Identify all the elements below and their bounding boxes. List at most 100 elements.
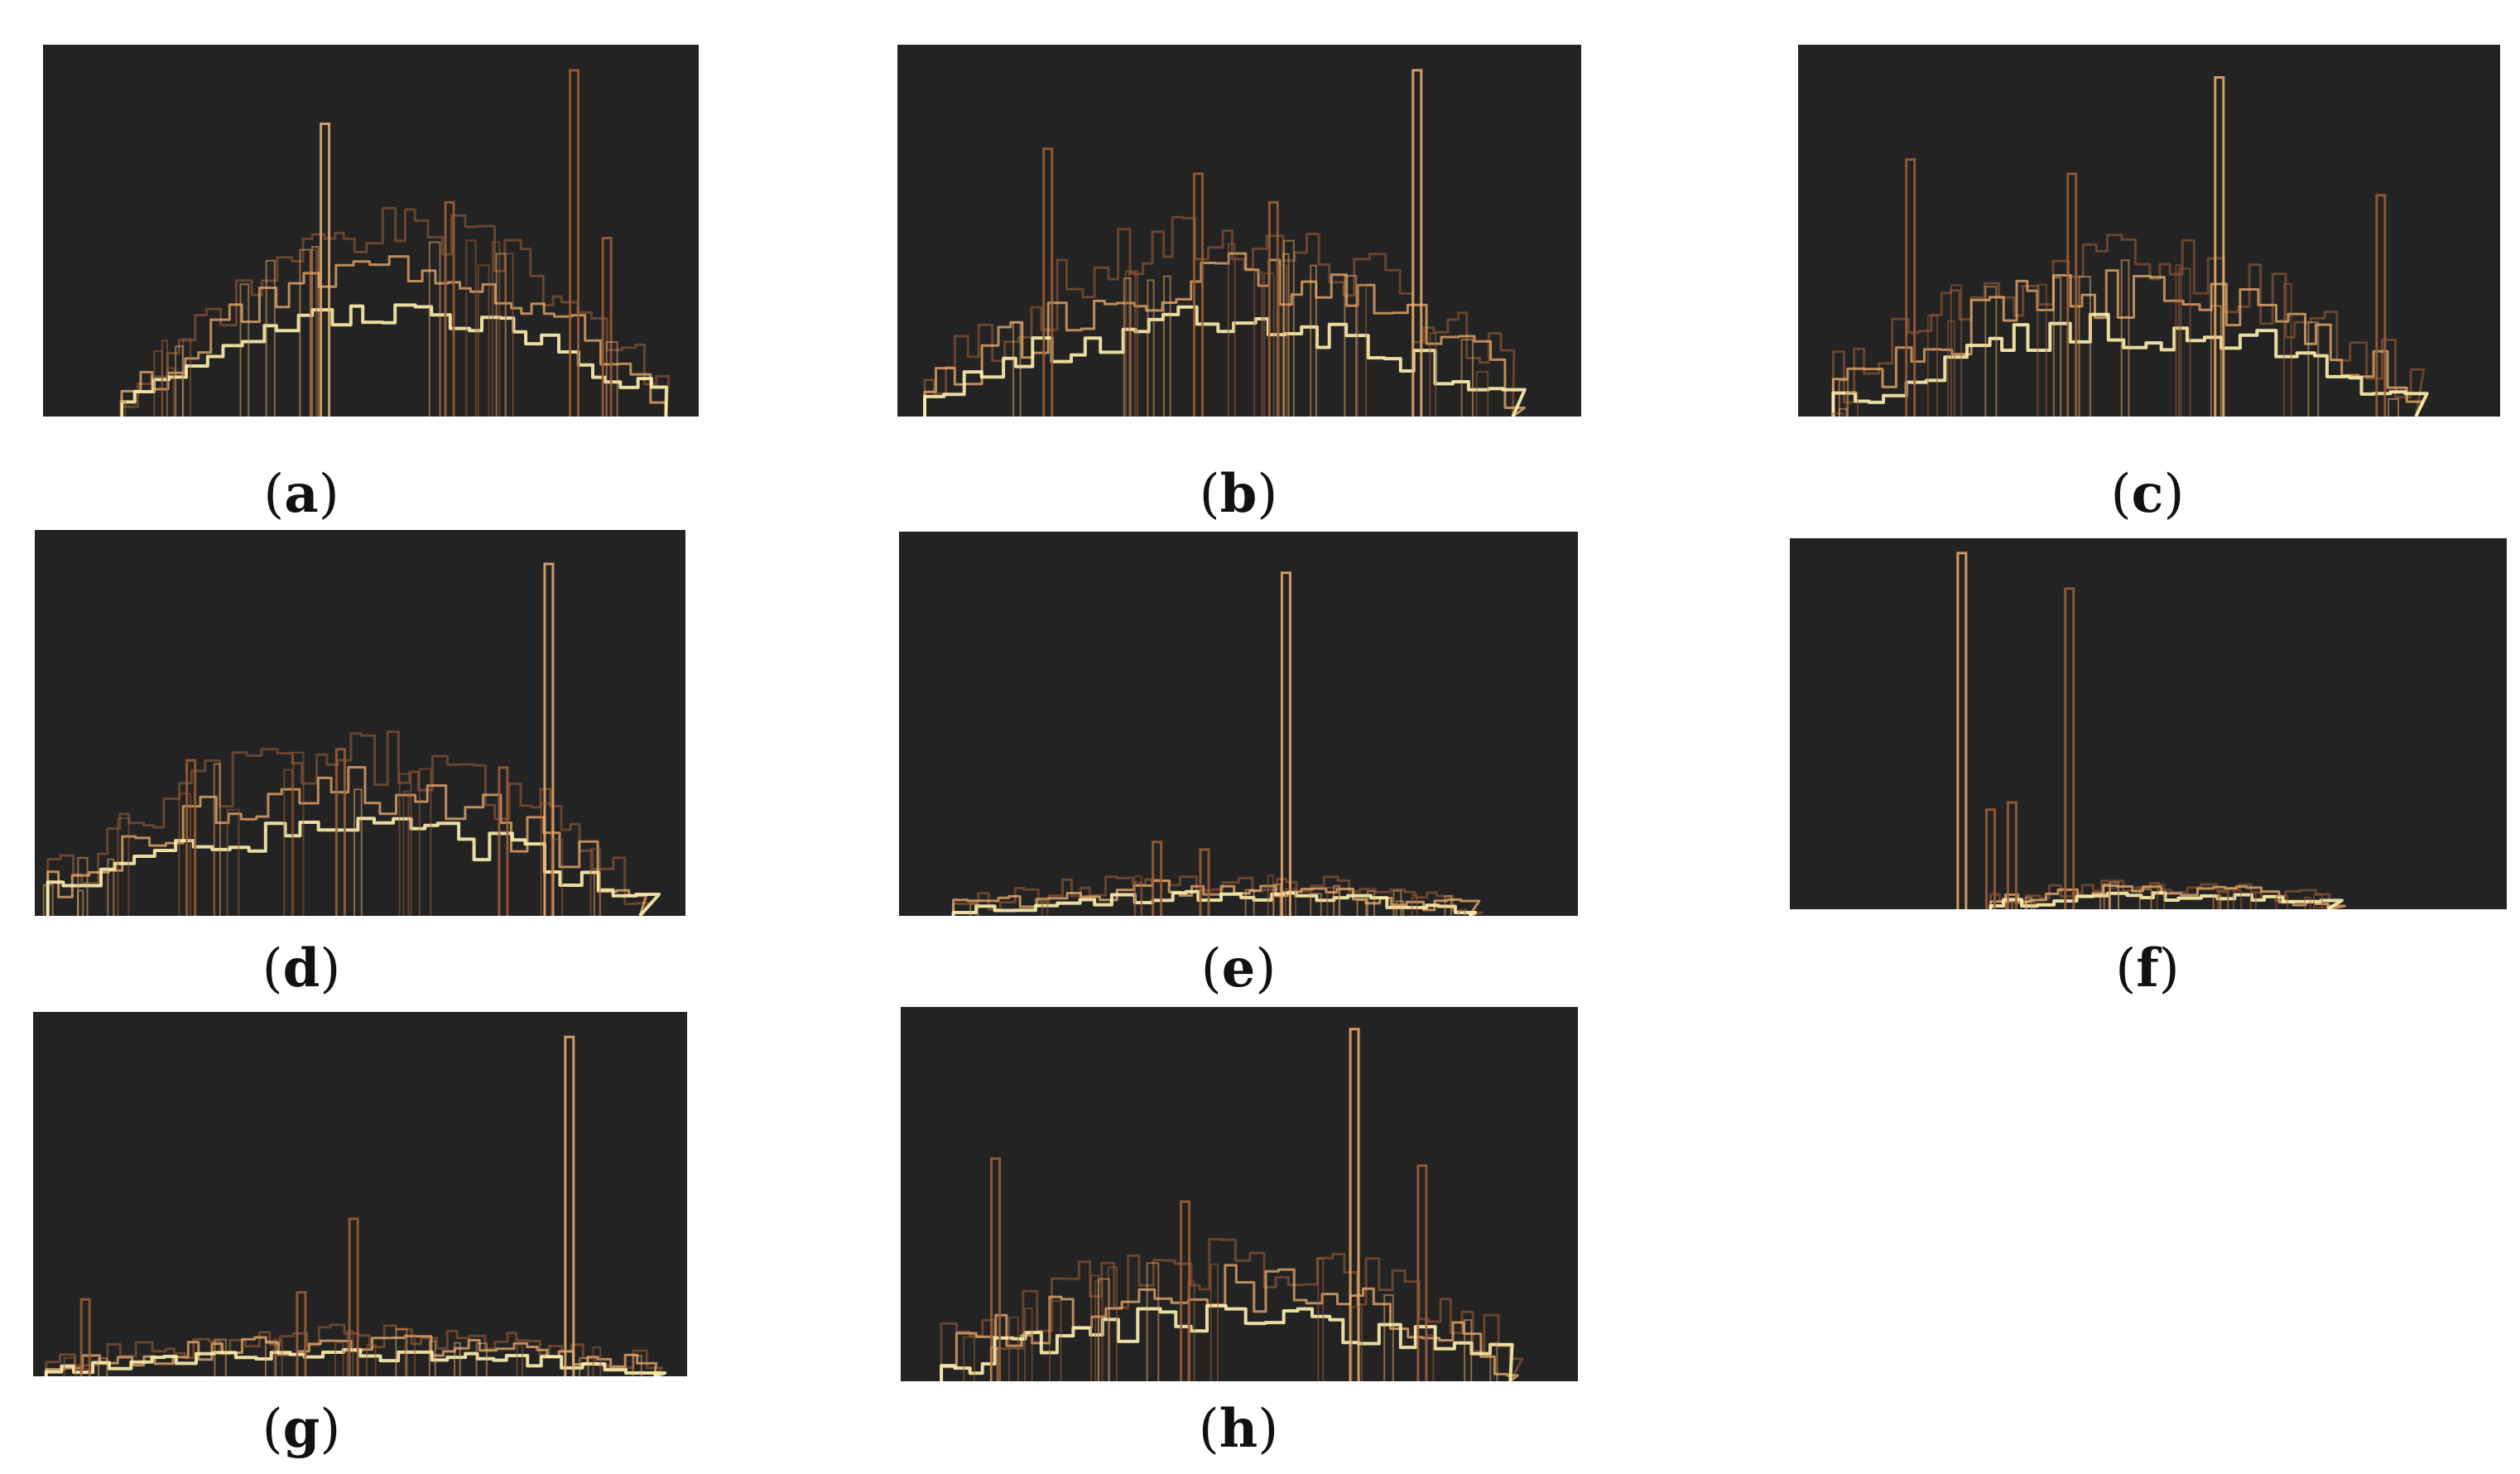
trace-spike: [2052, 277, 2062, 417]
trace-spike: [273, 1338, 283, 1376]
trace-spike: [1285, 888, 1296, 916]
panel-b-image: [897, 45, 1581, 417]
trace-spike: [79, 1368, 90, 1376]
caption-d: (d): [262, 937, 341, 1000]
trace-spike: [1426, 1334, 1435, 1381]
trace-spike: [79, 1298, 91, 1376]
caption-e: (e): [1200, 937, 1277, 1000]
panel-h-image: [901, 1007, 1578, 1381]
trace-spike: [1333, 884, 1341, 916]
trace-spike: [1310, 893, 1322, 916]
caption-h: (h): [1198, 1398, 1279, 1460]
trace-spike: [175, 345, 184, 417]
trace-spike: [1310, 264, 1317, 417]
trace-layer: [1831, 312, 2429, 417]
trace-spike: [418, 768, 432, 916]
trace-spike: [310, 248, 317, 417]
trace-spike: [1429, 332, 1437, 417]
trace-spike: [1416, 1164, 1428, 1381]
trace-spike: [2307, 321, 2320, 417]
trace-spike: [1041, 897, 1049, 916]
trace-spike: [505, 253, 514, 417]
trace-spike: [117, 817, 130, 916]
trace-spike: [185, 759, 197, 916]
trace-spike: [63, 1356, 76, 1376]
trace-spike: [320, 123, 331, 417]
trace-spike: [1192, 172, 1204, 417]
trace-spike: [540, 802, 553, 916]
trace-spike: [1383, 1294, 1394, 1381]
trace-spike: [601, 236, 613, 417]
trace-spike: [592, 1346, 602, 1376]
trace-spike: [516, 1343, 523, 1376]
trace-spike: [107, 858, 115, 916]
panel-a-image: [43, 45, 699, 417]
panel-d-image: [35, 530, 685, 916]
trace-spike: [1395, 900, 1405, 916]
trace-spike: [296, 1291, 307, 1376]
trace-spike: [1984, 286, 1998, 417]
trace-spike: [1280, 571, 1291, 916]
trace-spike: [1024, 1308, 1033, 1381]
trace-spike: [402, 790, 410, 916]
trace-spike: [2064, 587, 2075, 909]
trace-layer: [1989, 884, 2346, 909]
trace-layer: [940, 1238, 1524, 1381]
trace-spike: [2037, 283, 2047, 417]
panel-f-traces: [1956, 552, 2346, 909]
trace-spike: [543, 562, 555, 916]
trace-spike: [492, 241, 501, 417]
trace-spike: [2178, 267, 2191, 417]
panel-a-traces: [119, 69, 671, 417]
trace-spike: [589, 847, 601, 916]
trace-spike: [2025, 900, 2036, 909]
trace-spike: [214, 1338, 227, 1376]
trace-spike: [1356, 899, 1368, 916]
panel-f-image: [1790, 538, 2507, 909]
panel-e-traces: [951, 571, 1484, 916]
trace-spike: [1475, 371, 1489, 417]
trace-spike: [1049, 1300, 1062, 1381]
trace-spike: [1134, 881, 1143, 916]
trace-spike: [404, 1334, 416, 1376]
trace-spike: [213, 763, 221, 916]
trace-spike: [1947, 320, 1955, 417]
trace-spike: [2218, 889, 2229, 909]
trace-spike: [1392, 889, 1402, 916]
trace-spike: [1227, 243, 1236, 417]
panel-c-image: [1798, 45, 2500, 417]
trace-spike: [2313, 894, 2323, 909]
trace-spike: [1366, 890, 1375, 916]
trace-spike: [2066, 172, 2078, 417]
trace-spike: [2316, 906, 2327, 909]
trace-spike: [1344, 275, 1358, 417]
trace-spike: [334, 1342, 344, 1376]
trace-layer: [923, 215, 1516, 417]
trace-spike: [264, 1340, 277, 1376]
trace-layer: [923, 305, 1527, 417]
trace-spike: [551, 838, 564, 916]
trace-spike: [1097, 1278, 1110, 1381]
panel-g-image: [33, 1012, 687, 1376]
trace-spike: [1317, 1257, 1325, 1381]
panel-h-traces: [940, 1028, 1524, 1381]
trace-spike: [1926, 315, 1938, 417]
trace-spike: [348, 1217, 359, 1376]
trace-spike: [366, 1343, 377, 1376]
trace-spike: [2024, 896, 2033, 909]
panel-c-traces: [1831, 76, 2429, 417]
trace-spike: [1244, 889, 1255, 916]
trace-spike: [283, 768, 293, 916]
trace-spike: [77, 856, 89, 916]
trace-spike: [1489, 1342, 1498, 1381]
trace-layer: [952, 875, 1484, 916]
trace-spike: [1180, 1200, 1191, 1381]
trace-spike: [2005, 900, 2013, 909]
trace-spike: [346, 1330, 354, 1376]
trace-spike: [1460, 339, 1474, 417]
trace-spike: [2210, 305, 2222, 417]
trace-layer: [46, 730, 651, 916]
trace-spike: [395, 1328, 408, 1376]
trace-spike: [1458, 910, 1466, 916]
trace-spike: [579, 1357, 589, 1376]
